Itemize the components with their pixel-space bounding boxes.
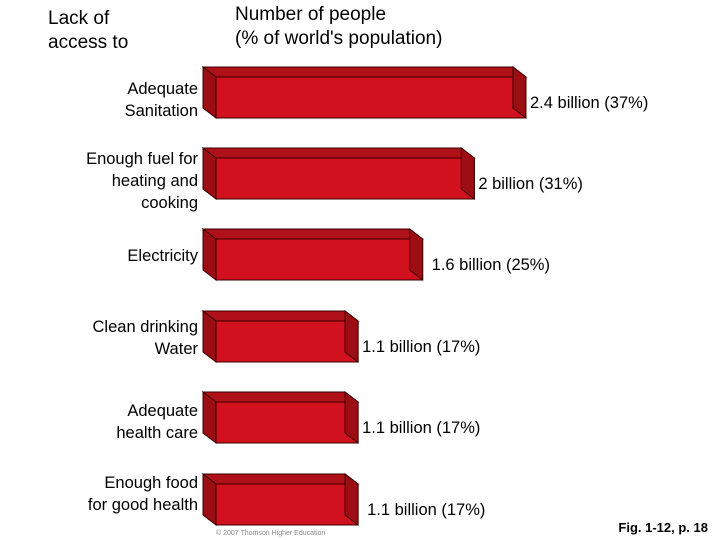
- value-label: 1.6 billion (25%): [431, 256, 550, 274]
- bar: [201, 472, 360, 527]
- bar-top-face: [201, 66, 528, 78]
- category-label-line: Electricity: [127, 247, 198, 265]
- y-axis-title-line2: access to: [48, 32, 129, 53]
- value-label: 1.1 billion (17%): [362, 419, 481, 437]
- category-label-line: Adequate: [127, 402, 198, 420]
- value-label: 2 billion (31%): [478, 175, 583, 193]
- bar-top-face: [201, 147, 476, 159]
- x-axis-title-line1: Number of people: [235, 4, 387, 25]
- bar-front-face: [215, 483, 359, 526]
- category-label-line: Enough food: [104, 474, 198, 492]
- x-axis-title: Number of people (% of world's populatio…: [235, 3, 442, 51]
- bar: [201, 65, 528, 120]
- value-label: 2.4 billion (37%): [530, 94, 649, 112]
- bar-side-face: [409, 227, 424, 282]
- category-label-line: Adequate: [127, 80, 198, 98]
- bar-top-face: [201, 228, 425, 240]
- bar-top-face: [201, 310, 360, 322]
- category-label-line: health care: [116, 424, 198, 442]
- bar-front-face: [215, 157, 475, 200]
- category-label-line: Sanitation: [124, 102, 198, 120]
- bar-side-face: [460, 146, 475, 201]
- bar-side-face: [344, 309, 359, 364]
- category-label-line: cooking: [141, 194, 198, 212]
- bar-front-face: [215, 238, 424, 281]
- category-label: Adequate health care: [18, 400, 198, 444]
- x-axis-title-line2: (% of world's population): [235, 28, 443, 49]
- bar: [201, 309, 360, 364]
- bar-front-face: [215, 401, 359, 444]
- category-label-line: Water: [154, 340, 198, 358]
- category-label-line: Clean drinking: [92, 318, 198, 336]
- y-axis-title: Lack of access to: [48, 7, 128, 55]
- bar: [201, 390, 360, 445]
- category-label-line: heating and: [111, 172, 198, 190]
- bar-top-face: [201, 391, 360, 403]
- value-label: 1.1 billion (17%): [362, 338, 481, 356]
- bar-side-face: [344, 472, 359, 527]
- category-label: Clean drinking Water: [18, 316, 198, 360]
- bar-side-face: [344, 390, 359, 445]
- category-label: Electricity: [18, 245, 198, 267]
- bar-front-face: [215, 320, 359, 363]
- category-label-line: Enough fuel for: [86, 150, 198, 168]
- bar: [201, 146, 476, 201]
- bar-side-face: [512, 65, 527, 120]
- value-label: 1.1 billion (17%): [367, 501, 486, 519]
- category-label: Adequate Sanitation: [18, 78, 198, 122]
- y-axis-title-line1: Lack of: [48, 8, 110, 29]
- category-label: Enough fuel for heating and cooking: [18, 148, 198, 214]
- copyright-text: © 2007 Thomson Higher Education: [216, 530, 326, 537]
- figure-reference: Fig. 1-12, p. 18: [618, 520, 708, 535]
- category-label-line: for good health: [87, 496, 198, 514]
- bar-front-face: [215, 76, 527, 119]
- bar: [201, 227, 425, 282]
- category-label: Enough food for good health: [18, 472, 198, 516]
- bar-top-face: [201, 473, 360, 485]
